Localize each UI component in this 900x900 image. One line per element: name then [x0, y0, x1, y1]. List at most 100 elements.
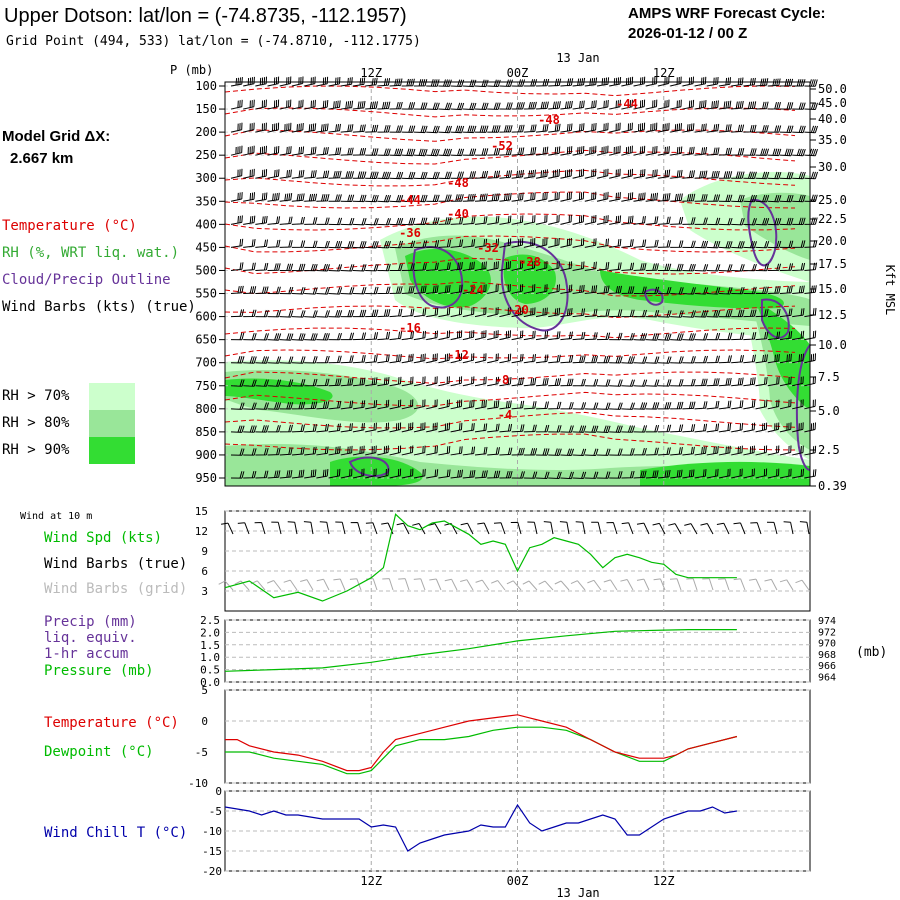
wind-barb [548, 401, 562, 410]
wind-barb [474, 125, 489, 133]
precip-tick-label: 1.5 [200, 639, 220, 652]
wind-barb [316, 446, 329, 456]
wind-barb [438, 284, 451, 295]
wind-barb [743, 101, 757, 110]
wind-barb [230, 425, 245, 433]
wind-barb [426, 330, 438, 341]
wind-barb [340, 171, 354, 179]
wind-barb [706, 332, 721, 341]
wind-barb [377, 125, 391, 133]
wind-barb [584, 448, 599, 456]
wind-barb [328, 100, 341, 110]
cloud-outline-3 [643, 288, 664, 306]
wind-barb [668, 523, 682, 535]
wind-barb [706, 76, 719, 87]
wind-barb [377, 218, 391, 226]
wind-barb [584, 425, 599, 433]
wind-barb [365, 399, 378, 410]
wind-barb [450, 194, 464, 202]
wind-barb [511, 284, 524, 295]
wind-barb [511, 147, 525, 156]
wind-barb [401, 125, 416, 133]
wind-barb [389, 422, 402, 433]
wind-barb [377, 286, 391, 295]
temperature-contour [224, 305, 796, 319]
wind-barb [584, 191, 597, 202]
wind-barb [657, 122, 670, 133]
bottom-time-axis: 13 Jan 12Z 00Z 12Z [360, 874, 674, 900]
wind-barb [560, 425, 574, 433]
wind-barb [499, 102, 513, 110]
wind-barb [535, 146, 549, 156]
wind-barb [511, 260, 524, 271]
wind-barb [694, 100, 707, 110]
wind-barb [487, 261, 499, 271]
wind-barb [792, 399, 804, 410]
wind-barb [493, 522, 506, 535]
wind-speed-series [224, 513, 737, 602]
wind-barb [474, 330, 487, 341]
wind-barb [255, 192, 268, 202]
wind-barb [633, 356, 648, 364]
wind-barb [230, 332, 245, 341]
wind-barb [718, 578, 730, 591]
wind-barb [438, 330, 451, 341]
wind-barb [706, 170, 720, 179]
wind-barb [450, 399, 463, 410]
wind-barb [382, 578, 394, 591]
wind-barb [795, 579, 810, 591]
wind-barb [474, 423, 488, 433]
wind-barb [499, 376, 512, 387]
wind-barb [596, 471, 611, 479]
wind-barb [657, 240, 672, 248]
wind-barb [333, 578, 346, 591]
wind-barb [621, 286, 635, 295]
wind-barb [609, 192, 621, 202]
temperature-contours [224, 85, 796, 451]
wind-barb [487, 330, 499, 341]
wind-barb [304, 193, 318, 202]
wind-barb [694, 217, 708, 225]
height-tick-label: 30.0 [818, 160, 847, 174]
wind-barb [535, 101, 549, 110]
wind-barb [499, 307, 511, 318]
wind-barb [645, 192, 658, 202]
wind-barb [682, 469, 695, 479]
station-title: Upper Dotson: lat/lon = (-74.8735, -112.… [4, 5, 407, 27]
wind-barb [499, 147, 513, 156]
wind-barb [609, 471, 623, 479]
precip-tick-label: 2.5 [200, 614, 220, 627]
wind-barb [743, 468, 755, 479]
pressure-tick-label: 450 [195, 240, 217, 254]
temperature-contour-label: -48 [538, 113, 560, 127]
wind-barb [548, 354, 561, 364]
wind-barb [572, 284, 585, 295]
wind-barb [243, 168, 255, 179]
wind-barb [706, 423, 720, 433]
wind-barb [365, 148, 379, 156]
wind-barb [633, 309, 647, 318]
wind-barb [283, 579, 298, 591]
height-tick-label: 45.0 [818, 96, 847, 110]
wind-barb [413, 308, 427, 318]
wind-barb [487, 102, 501, 110]
wind-barb [523, 424, 537, 433]
wind-barb [523, 330, 536, 341]
wind-barb [792, 376, 804, 387]
wind-barb [475, 579, 490, 591]
temperature-contour [224, 107, 796, 118]
wind-barb [535, 424, 550, 433]
wind-barb [731, 171, 745, 179]
wind-barb [304, 378, 318, 387]
wind-barb [316, 401, 330, 410]
wind-barb [328, 468, 341, 479]
wind-barb [291, 333, 306, 341]
wind-barb [548, 237, 560, 248]
wind-barb [657, 263, 672, 271]
wind-barb [438, 262, 451, 271]
wind-barb [510, 521, 522, 535]
wind-barb [377, 101, 391, 110]
wind-barb [499, 447, 513, 456]
wind-barb [767, 422, 780, 433]
wind-barb [426, 102, 440, 110]
